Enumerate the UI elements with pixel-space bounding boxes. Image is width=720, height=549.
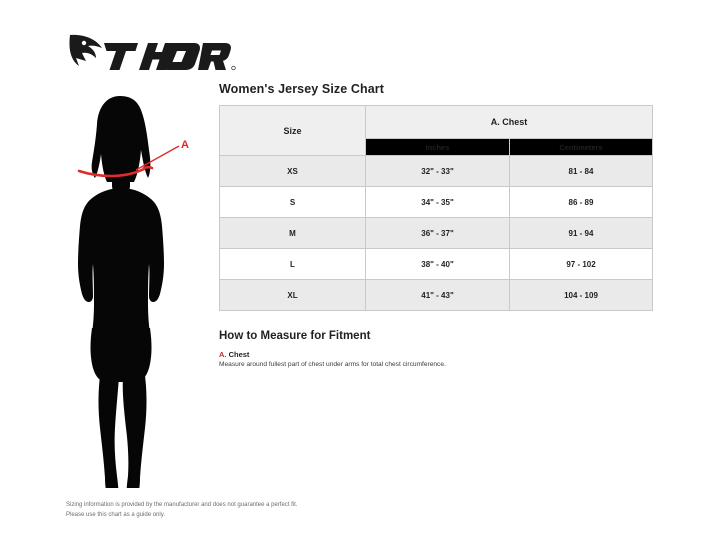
cell-size: L (219, 248, 366, 280)
cell-size: M (219, 217, 366, 249)
cell-size: S (219, 186, 366, 218)
cell-centimeters: 81 - 84 (508, 155, 654, 187)
measure-item-letter: A. (219, 350, 227, 359)
cell-size: XS (219, 155, 366, 187)
callout-label-a: A (181, 139, 189, 151)
page-title: Women's Jersey Size Chart (219, 82, 385, 96)
table-body: XS 32" - 33" 81 - 84 S 34" - 35" 86 - 89… (219, 155, 654, 311)
chest-measure-line (77, 167, 146, 178)
cell-inches: 36" - 37" (365, 217, 510, 249)
measure-item: A. Chest Measure around fullest part of … (219, 350, 652, 370)
thor-logo (62, 30, 242, 74)
body-silhouette-figure: A (48, 88, 218, 488)
disclaimer-line-1: Sizing information is provided by the ma… (66, 502, 298, 508)
cell-centimeters: 104 - 109 (508, 279, 654, 311)
disclaimer-line-2: Please use this chart as a guide only. (66, 512, 165, 519)
table-row: XL 41" - 43" 104 - 109 (219, 279, 654, 311)
cell-centimeters: 97 - 102 (508, 248, 654, 280)
cell-size: XL (219, 279, 366, 311)
thor-logo-svg (69, 34, 236, 71)
column-header-size: Size (219, 105, 366, 156)
chest-measurement-callout: A (77, 139, 189, 178)
cell-centimeters: 91 - 94 (508, 217, 654, 249)
table-row: XS 32" - 33" 81 - 84 (219, 155, 654, 187)
chest-measure-line-end (142, 165, 154, 170)
cell-inches: 41" - 43" (365, 279, 510, 311)
measure-item-title: A. Chest (219, 350, 652, 359)
measure-item-name: Chest (228, 350, 250, 359)
cell-centimeters: 86 - 89 (508, 186, 654, 218)
callout-leader-line (135, 145, 180, 171)
thor-helmet-icon (69, 34, 102, 66)
how-to-measure-heading: How to Measure for Fitment (219, 330, 371, 342)
size-chart-table: Size A. Chest Inches Centimeters XS 32" … (219, 104, 654, 311)
column-header-centimeters: Centimeters (508, 138, 654, 156)
cell-inches: 38" - 40" (365, 248, 510, 280)
table-head-row-1: Size A. Chest (219, 104, 654, 156)
measure-item-description: Measure around fullest part of chest und… (219, 361, 446, 368)
silhouette-body (78, 96, 164, 488)
thor-wordmark (104, 43, 236, 71)
cell-inches: 32" - 33" (365, 155, 510, 187)
table-head-row-2: Inches Centimeters (220, 138, 654, 156)
table-row: S 34" - 35" 86 - 89 (219, 186, 654, 218)
body-silhouette-svg: A (77, 96, 189, 488)
column-header-inches: Inches (365, 138, 510, 156)
content-column: Women's Jersey Size Chart Size A. Chest … (219, 82, 654, 370)
disclaimer: Sizing information is provided by the ma… (66, 500, 486, 520)
cell-inches: 34" - 35" (365, 186, 510, 218)
table-row: L 38" - 40" 97 - 102 (219, 248, 654, 280)
table-row: M 36" - 37" 91 - 94 (219, 217, 654, 249)
table-head: Size A. Chest Inches Centimeters (219, 104, 654, 156)
column-header-group-chest: A. Chest (364, 104, 654, 140)
